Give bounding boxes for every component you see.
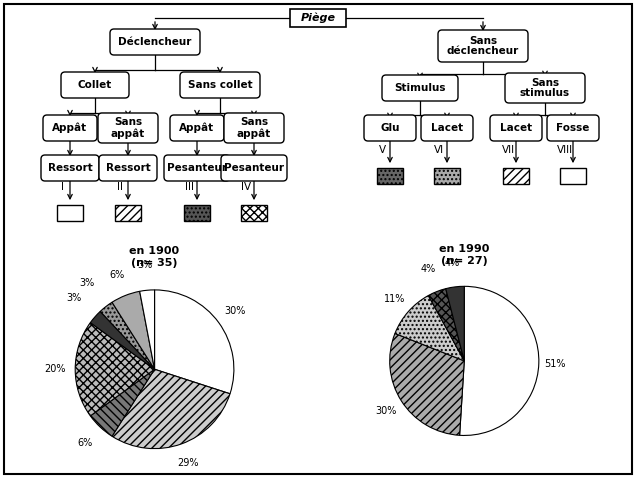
FancyBboxPatch shape: [98, 113, 158, 143]
Text: V: V: [378, 145, 385, 155]
Text: Ressort: Ressort: [48, 163, 92, 173]
Wedge shape: [75, 323, 155, 416]
Text: Lacet: Lacet: [500, 123, 532, 133]
Text: 3%: 3%: [80, 278, 95, 288]
Text: Appât: Appât: [179, 123, 214, 133]
Text: VI: VI: [434, 145, 444, 155]
FancyBboxPatch shape: [115, 205, 141, 221]
Text: 11%: 11%: [384, 294, 405, 304]
FancyBboxPatch shape: [547, 115, 599, 141]
Text: IV: IV: [241, 182, 251, 192]
Wedge shape: [429, 289, 464, 361]
FancyBboxPatch shape: [377, 168, 403, 184]
FancyBboxPatch shape: [434, 168, 460, 184]
FancyBboxPatch shape: [364, 115, 416, 141]
Wedge shape: [90, 311, 155, 369]
Wedge shape: [90, 369, 155, 436]
Text: III: III: [184, 182, 193, 192]
FancyBboxPatch shape: [180, 72, 260, 98]
Text: 4%: 4%: [445, 258, 460, 268]
Text: 30%: 30%: [224, 306, 245, 316]
FancyBboxPatch shape: [99, 155, 157, 181]
Text: 6%: 6%: [109, 270, 125, 280]
Text: Stimulus: Stimulus: [394, 83, 446, 93]
Wedge shape: [446, 286, 464, 361]
Text: 6%: 6%: [78, 438, 93, 448]
FancyBboxPatch shape: [421, 115, 473, 141]
FancyBboxPatch shape: [382, 75, 458, 101]
Text: 3%: 3%: [137, 260, 152, 270]
Title: en 1900
(n= 35): en 1900 (n= 35): [130, 246, 179, 268]
FancyBboxPatch shape: [490, 115, 542, 141]
Text: Sans
déclencheur: Sans déclencheur: [447, 35, 519, 56]
Wedge shape: [390, 334, 464, 435]
FancyBboxPatch shape: [57, 205, 83, 221]
FancyBboxPatch shape: [224, 113, 284, 143]
Wedge shape: [112, 291, 155, 369]
Text: VII: VII: [501, 145, 515, 155]
FancyBboxPatch shape: [560, 168, 586, 184]
Text: Piège: Piège: [300, 13, 336, 23]
Text: Appât: Appât: [52, 123, 88, 133]
Wedge shape: [460, 286, 539, 435]
Text: Pesanteur: Pesanteur: [224, 163, 284, 173]
Text: Sans
appât: Sans appât: [237, 117, 271, 139]
Wedge shape: [155, 290, 234, 394]
FancyBboxPatch shape: [221, 155, 287, 181]
FancyBboxPatch shape: [241, 205, 267, 221]
Text: 51%: 51%: [544, 359, 566, 369]
Text: Sans
appât: Sans appât: [111, 117, 145, 139]
FancyBboxPatch shape: [184, 205, 210, 221]
Text: 30%: 30%: [375, 406, 396, 416]
Text: Ressort: Ressort: [106, 163, 150, 173]
Wedge shape: [100, 302, 155, 369]
Text: 29%: 29%: [177, 457, 199, 467]
Text: Lacet: Lacet: [431, 123, 463, 133]
FancyBboxPatch shape: [438, 30, 528, 62]
FancyBboxPatch shape: [43, 115, 97, 141]
Text: Glu: Glu: [380, 123, 400, 133]
Text: Déclencheur: Déclencheur: [118, 37, 191, 47]
FancyBboxPatch shape: [4, 4, 632, 474]
Text: Sans
stimulus: Sans stimulus: [520, 77, 570, 98]
FancyBboxPatch shape: [505, 73, 585, 103]
Text: Sans collet: Sans collet: [188, 80, 252, 90]
Title: en 1990
(n= 27): en 1990 (n= 27): [439, 244, 490, 265]
Text: 3%: 3%: [67, 293, 82, 304]
Wedge shape: [395, 295, 464, 361]
Text: I: I: [60, 182, 64, 192]
Text: II: II: [117, 182, 123, 192]
Text: Fosse: Fosse: [556, 123, 590, 133]
FancyBboxPatch shape: [110, 29, 200, 55]
FancyBboxPatch shape: [41, 155, 99, 181]
FancyBboxPatch shape: [503, 168, 529, 184]
Text: 20%: 20%: [45, 364, 66, 374]
Text: 4%: 4%: [420, 264, 436, 274]
Text: Pesanteur: Pesanteur: [167, 163, 227, 173]
Text: Collet: Collet: [78, 80, 112, 90]
FancyBboxPatch shape: [164, 155, 230, 181]
Wedge shape: [140, 290, 155, 369]
FancyBboxPatch shape: [61, 72, 129, 98]
Wedge shape: [112, 369, 230, 448]
FancyBboxPatch shape: [170, 115, 224, 141]
Text: VIII: VIII: [557, 145, 573, 155]
FancyBboxPatch shape: [290, 9, 346, 27]
